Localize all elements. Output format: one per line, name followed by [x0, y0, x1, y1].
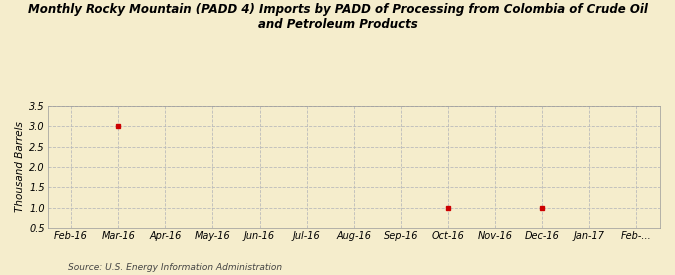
Text: Source: U.S. Energy Information Administration: Source: U.S. Energy Information Administ…: [68, 263, 281, 272]
Text: Monthly Rocky Mountain (PADD 4) Imports by PADD of Processing from Colombia of C: Monthly Rocky Mountain (PADD 4) Imports …: [28, 3, 647, 31]
Y-axis label: Thousand Barrels: Thousand Barrels: [15, 122, 25, 212]
